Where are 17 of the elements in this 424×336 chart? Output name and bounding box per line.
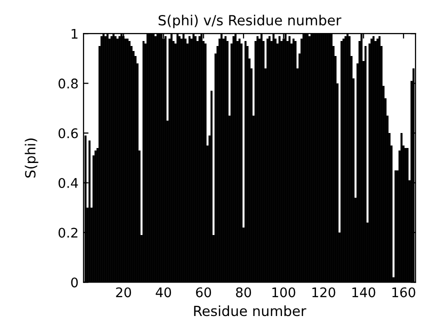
y-tick-label: 0	[71, 277, 78, 288]
chart-title: S(phi) v/s Residue number	[158, 14, 342, 28]
x-tick-label: 100	[272, 287, 296, 298]
y-axis-title: S(phi)	[24, 138, 38, 178]
y-tick-label: 1	[72, 28, 78, 39]
y-tick-label: 0.4	[58, 178, 78, 188]
y-tick-label: 0.2	[58, 228, 78, 238]
x-axis-title: Residue number	[194, 305, 306, 316]
x-tick-label: 60	[196, 287, 212, 298]
x-tick-label: 160	[392, 287, 416, 298]
x-tick-label: 140	[352, 287, 376, 298]
x-tick-label: 20	[116, 287, 132, 298]
x-tick-label: 80	[236, 287, 252, 298]
x-tick-label: 40	[156, 287, 172, 298]
x-tick-label: 120	[312, 287, 336, 298]
y-tick-label: 0.6	[58, 128, 78, 138]
y-tick-label: 0.8	[58, 78, 78, 89]
